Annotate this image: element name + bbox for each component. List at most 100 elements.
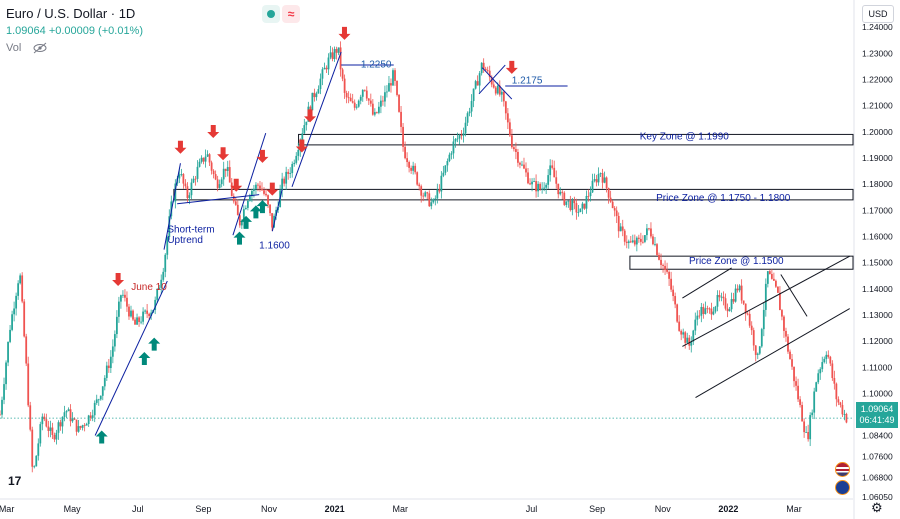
eye-hidden-icon[interactable] (33, 42, 47, 54)
candle-body (353, 102, 356, 108)
candle-body (521, 164, 523, 166)
candle-body (807, 431, 810, 440)
candle-body (734, 288, 737, 302)
eu-flag-icon[interactable] (835, 480, 850, 495)
us-flag-icon[interactable] (835, 462, 850, 477)
price-axis[interactable]: 1.24000 1.23000 1.22000 1.21000 1.20000 1.190… (853, 0, 893, 519)
candle-body (402, 126, 404, 147)
tradingview-logo[interactable]: 17 (8, 474, 22, 488)
candle-body (823, 358, 826, 363)
candle-body (539, 183, 542, 190)
approx-data-badge[interactable]: ≈ (282, 5, 300, 23)
annotation-3: 1.1600 (259, 240, 290, 251)
candle-body (533, 181, 535, 182)
candle-body (583, 203, 586, 209)
candle-body (192, 178, 195, 183)
candle-body (529, 183, 531, 185)
price-tick-3: 1.21000 (862, 101, 893, 111)
zone-box-0 (298, 133, 854, 146)
candle-body (351, 101, 354, 103)
candle-body (845, 413, 848, 423)
candle-body (662, 264, 664, 266)
candle-body (480, 62, 483, 74)
candle-body (440, 175, 443, 192)
price-tick-1: 1.23000 (862, 48, 893, 58)
candle-body (33, 466, 36, 468)
candle-body (748, 313, 751, 326)
buy-arrow-5 (249, 205, 262, 219)
time-tick-1: May (64, 504, 82, 514)
candle-body (561, 191, 564, 193)
sell-arrow-9 (338, 26, 351, 40)
currency-selector[interactable]: USD (862, 5, 894, 23)
candle-body (603, 177, 606, 183)
time-tick-5: 2021 (325, 504, 345, 514)
candle-body (502, 91, 505, 102)
candle-body (321, 69, 324, 79)
candle-body (97, 399, 100, 401)
sell-arrow-6 (266, 182, 279, 196)
candle-body (3, 384, 5, 400)
candle-body (337, 47, 340, 53)
candle-body (781, 310, 783, 317)
buy-arrow-4 (240, 215, 253, 229)
buy-arrow-2 (148, 337, 161, 351)
candle-body (363, 89, 366, 91)
time-axis[interactable]: Mar May Jul Sep Nov 2021 Mar Jul Sep Nov 2022 Mar (0, 498, 853, 514)
candle-body (589, 192, 592, 197)
candle-body (793, 366, 795, 382)
candle-body (41, 416, 44, 425)
candle-body (319, 78, 322, 90)
time-tick-0: Mar (0, 504, 14, 514)
time-tick-3: Sep (195, 504, 211, 514)
candle-body (365, 90, 368, 99)
candle-body (249, 196, 251, 201)
candle-body (732, 299, 735, 302)
candle-body (805, 431, 808, 433)
candle-body (118, 301, 120, 317)
candle-body (327, 57, 330, 70)
candle-body (631, 240, 634, 243)
candle-body (750, 325, 753, 331)
candle-body (736, 288, 739, 291)
candle-body (19, 275, 22, 284)
candle-body (251, 190, 253, 197)
candle-body (660, 259, 662, 265)
price-tick-2: 1.22000 (862, 74, 893, 84)
candle-body (21, 275, 24, 302)
candle-body (811, 412, 814, 416)
candle-body (519, 162, 521, 165)
candle-body (611, 201, 614, 209)
sell-arrow-3 (217, 147, 230, 161)
candle-body (633, 240, 636, 245)
candle-body (668, 271, 670, 279)
volume-label[interactable]: Vol (6, 42, 22, 54)
market-open-icon[interactable] (262, 5, 280, 23)
candle-body (597, 173, 600, 183)
candle-body (412, 165, 415, 171)
time-tick-2: Jul (132, 504, 144, 514)
candle-body (438, 189, 441, 192)
candle-body (382, 100, 384, 102)
candle-body (525, 168, 527, 173)
candle-body (339, 47, 342, 70)
candle-body (168, 216, 171, 237)
sell-arrow-7 (295, 139, 308, 153)
candle-body (253, 188, 255, 191)
candle-body (607, 188, 610, 198)
candle-body (684, 332, 687, 343)
settings-gear-icon[interactable]: ⚙ (871, 500, 883, 515)
candle-body (490, 77, 493, 85)
candle-body (25, 336, 28, 364)
symbol-title[interactable]: Euro / U.S. Dollar · 1D (6, 6, 136, 21)
candle-body (785, 330, 787, 337)
candle-body (164, 254, 167, 272)
candle-body (460, 135, 463, 136)
candle-body (839, 402, 842, 405)
candle-body (452, 141, 455, 154)
candle-body (61, 416, 64, 427)
candle-body (482, 62, 485, 69)
annotation-7: Price Zone @ 1.1750 - 1.1800 (656, 193, 791, 204)
candle-body (641, 241, 644, 243)
